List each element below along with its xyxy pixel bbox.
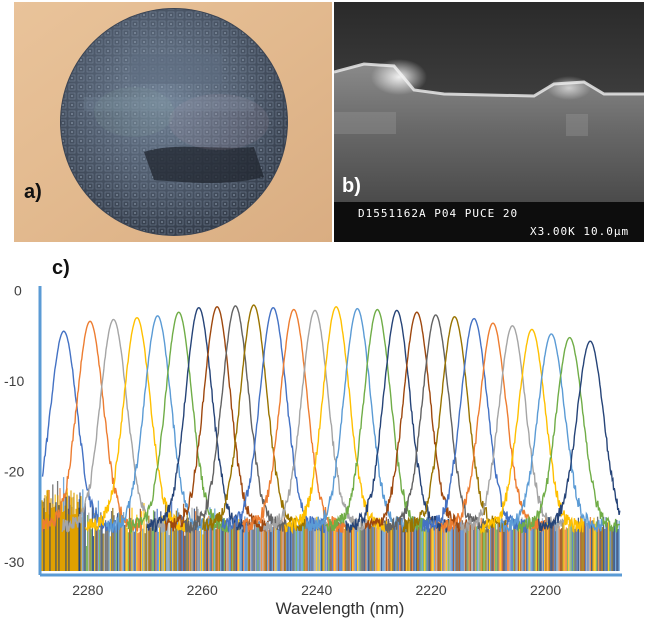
- panel-a-wafer-photo: a): [14, 2, 332, 242]
- series-line: [202, 304, 306, 532]
- series-line: [305, 307, 410, 533]
- x-tick-label: 2280: [72, 582, 103, 598]
- series-line: [105, 315, 210, 534]
- sem-surface: [334, 64, 644, 242]
- series-line: [517, 336, 620, 534]
- series-line: [460, 325, 565, 534]
- series-line: [421, 317, 527, 533]
- y-tick-label: -30: [4, 554, 24, 570]
- sem-image: D1551162A P04 PUCE 20 X3.00K 10.0µm b): [334, 2, 644, 242]
- series-line: [42, 320, 143, 532]
- series-line: [262, 309, 368, 533]
- panel-c-spectra-chart: c) 0 -10 -20 -30 2280 2260 2240 2220 2200 Wavel…: [0, 248, 662, 626]
- x-tick-labels: 2280 2260 2240 2220 2200: [72, 582, 561, 598]
- series-line: [126, 311, 231, 535]
- y-tick-label: -10: [4, 373, 24, 389]
- series-line: [499, 333, 604, 533]
- series-line: [241, 308, 346, 533]
- series-line: [283, 306, 389, 535]
- series-line: [440, 322, 546, 533]
- y-tick-label: 0: [14, 283, 22, 299]
- sem-caption-line1: D1551162A P04 PUCE 20: [358, 207, 518, 220]
- wafer-photo: a): [14, 2, 332, 242]
- panel-b-label: b): [342, 175, 361, 197]
- series-line: [479, 328, 585, 535]
- series-line: [402, 316, 507, 533]
- y-tick-label: -20: [4, 464, 24, 480]
- y-tick-labels: 0 -10 -20 -30: [4, 283, 24, 571]
- series-line: [221, 306, 326, 533]
- panel-b-sem-image: D1551162A P04 PUCE 20 X3.00K 10.0µm b): [334, 2, 644, 242]
- panel-c-label: c): [52, 257, 70, 279]
- x-tick-label: 2200: [530, 582, 561, 598]
- series-line: [538, 340, 621, 532]
- panel-a-label: a): [24, 181, 42, 203]
- series-line: [146, 306, 251, 533]
- spectra-chart: c) 0 -10 -20 -30 2280 2260 2240 2220 2200 Wavel…: [4, 257, 622, 618]
- x-tick-label: 2240: [301, 582, 332, 598]
- series-line: [164, 306, 269, 532]
- series-line: [183, 305, 288, 534]
- x-tick-label: 2260: [187, 582, 218, 598]
- x-axis-label: Wavelength (nm): [276, 599, 405, 618]
- x-tick-label: 2220: [416, 582, 447, 598]
- series-line: [41, 330, 116, 533]
- series-group: [41, 304, 621, 535]
- sem-caption-line2: X3.00K 10.0µm: [530, 225, 629, 238]
- series-line: [383, 314, 488, 533]
